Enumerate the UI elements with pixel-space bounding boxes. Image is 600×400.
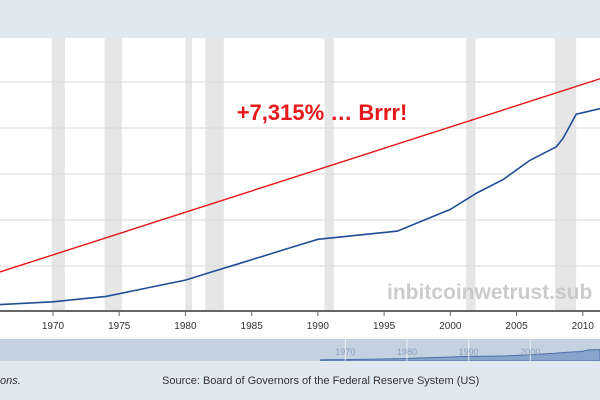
x-tick-label-1980: 1980 bbox=[174, 321, 197, 332]
source-credit: Source: Board of Governors of the Federa… bbox=[162, 375, 480, 387]
series-line-1 bbox=[0, 78, 600, 273]
x-tick-label-2000: 2000 bbox=[439, 321, 462, 332]
x-tick-label-2005: 2005 bbox=[505, 321, 528, 332]
navigator-tick-label-1990: 1990 bbox=[459, 347, 479, 357]
series-lines bbox=[0, 78, 600, 306]
navigator-tick-label-2000: 2000 bbox=[520, 347, 540, 357]
footer: ons. Source: Board of Governors of the F… bbox=[0, 366, 600, 396]
footer-note: ons. bbox=[0, 375, 21, 387]
plot-area: +7,315% … Brrr! inbitcoinwetrust.sub bbox=[0, 38, 600, 310]
x-tick-label-1990: 1990 bbox=[307, 321, 330, 332]
navigator[interactable]: 1970 1980 1990 2000 bbox=[0, 339, 600, 362]
navigator-tick-label-1970: 1970 bbox=[335, 347, 355, 357]
annotation-text: +7,315% … Brrr! bbox=[237, 100, 408, 125]
gridlines bbox=[0, 81, 600, 267]
watermark-text: inbitcoinwetrust.sub bbox=[387, 281, 592, 304]
navigator-tick-label-1980: 1980 bbox=[397, 347, 417, 357]
navigator-ticks: 1970 1980 1990 2000 bbox=[335, 339, 540, 361]
x-tick-label-1985: 1985 bbox=[241, 321, 264, 332]
x-tick-label-1995: 1995 bbox=[373, 321, 396, 332]
x-tick-label-1970: 1970 bbox=[42, 321, 65, 332]
chart-plot: +7,315% … Brrr! inbitcoinwetrust.sub bbox=[0, 38, 600, 310]
series-line-0 bbox=[0, 107, 600, 306]
x-tick-label-2010: 2010 bbox=[572, 321, 595, 332]
x-tick-label-1975: 1975 bbox=[108, 321, 131, 332]
x-axis: 1970 1975 1980 1985 1990 1995 2000 2005 2010 bbox=[0, 310, 600, 340]
x-axis-ticks: 1970 1975 1980 1985 1990 1995 2000 2005 2010 bbox=[42, 311, 594, 332]
